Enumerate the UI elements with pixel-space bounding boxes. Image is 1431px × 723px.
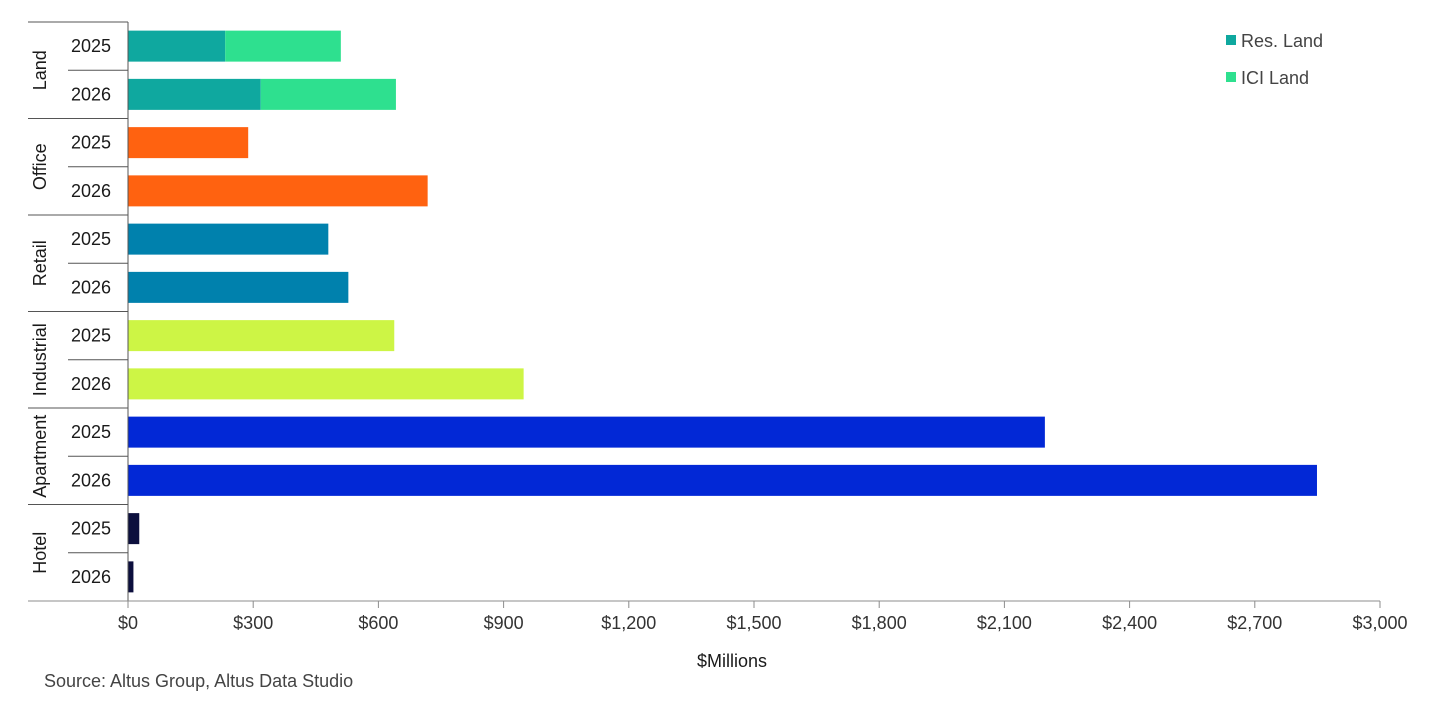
x-tick-label: $900 (484, 613, 524, 633)
source-note: Source: Altus Group, Altus Data Studio (44, 671, 353, 691)
x-tick-label: $0 (118, 613, 138, 633)
x-tick-labels-layer: $0 $300 $600 $900 $1,200 $1,500 $1,800 $2,100 $2… (118, 613, 1408, 633)
year-label: 2026 (71, 374, 111, 394)
bar-retail-2025 (128, 223, 329, 255)
bar-industrial-2025 (128, 320, 395, 352)
year-label: 2026 (71, 84, 111, 104)
bar-industrial-2026 (128, 368, 524, 400)
year-label: 2025 (71, 133, 111, 153)
group-label-industrial: Industrial (30, 323, 50, 396)
bar-apartment-2025 (128, 416, 1045, 448)
bars-layer (128, 30, 1317, 593)
year-label: 2025 (71, 326, 111, 346)
group-label-apartment: Apartment (30, 415, 50, 498)
bar-retail-2026 (128, 271, 349, 303)
bar-land-2025-ici-land (225, 30, 341, 62)
legend-label: ICI Land (1241, 68, 1309, 88)
x-tick-label: $1,200 (601, 613, 656, 633)
x-tick-label: $2,100 (977, 613, 1032, 633)
bar-land-2026-res-land (128, 78, 261, 110)
bar-land-2026-ici-land (260, 78, 396, 110)
group-label-office: Office (30, 143, 50, 190)
legend-label: Res. Land (1241, 31, 1323, 51)
category-labels-layer: 2025 2026 Land 2025 2026 Office 2025 2026 Retail… (30, 36, 111, 587)
x-tick-label: $600 (358, 613, 398, 633)
year-label: 2025 (71, 519, 111, 539)
x-tick-label: $300 (233, 613, 273, 633)
axes-layer (28, 21, 1381, 608)
group-label-hotel: Hotel (30, 532, 50, 574)
x-tick-label: $2,700 (1227, 613, 1282, 633)
bar-land-2025-res-land (128, 30, 226, 62)
year-label: 2026 (71, 470, 111, 490)
year-label: 2026 (71, 277, 111, 297)
x-tick-label: $3,000 (1352, 613, 1407, 633)
bar-hotel-2025 (128, 513, 140, 545)
bar-office-2026 (128, 175, 428, 207)
legend: Res. Land ICI Land (1226, 31, 1323, 88)
x-tick-label: $1,800 (852, 613, 907, 633)
year-label: 2026 (71, 181, 111, 201)
group-label-retail: Retail (30, 240, 50, 286)
year-label: 2025 (71, 422, 111, 442)
legend-swatch-ici-land (1226, 72, 1236, 82)
group-label-land: Land (30, 50, 50, 90)
x-tick-label: $2,400 (1102, 613, 1157, 633)
year-label: 2026 (71, 567, 111, 587)
x-axis-label: $Millions (697, 651, 767, 671)
year-label: 2025 (71, 229, 111, 249)
bar-hotel-2026 (128, 561, 134, 593)
bar-apartment-2026 (128, 464, 1317, 496)
year-label: 2025 (71, 36, 111, 56)
x-tick-label: $1,500 (726, 613, 781, 633)
legend-swatch-res-land (1226, 35, 1236, 45)
bar-office-2025 (128, 127, 249, 159)
